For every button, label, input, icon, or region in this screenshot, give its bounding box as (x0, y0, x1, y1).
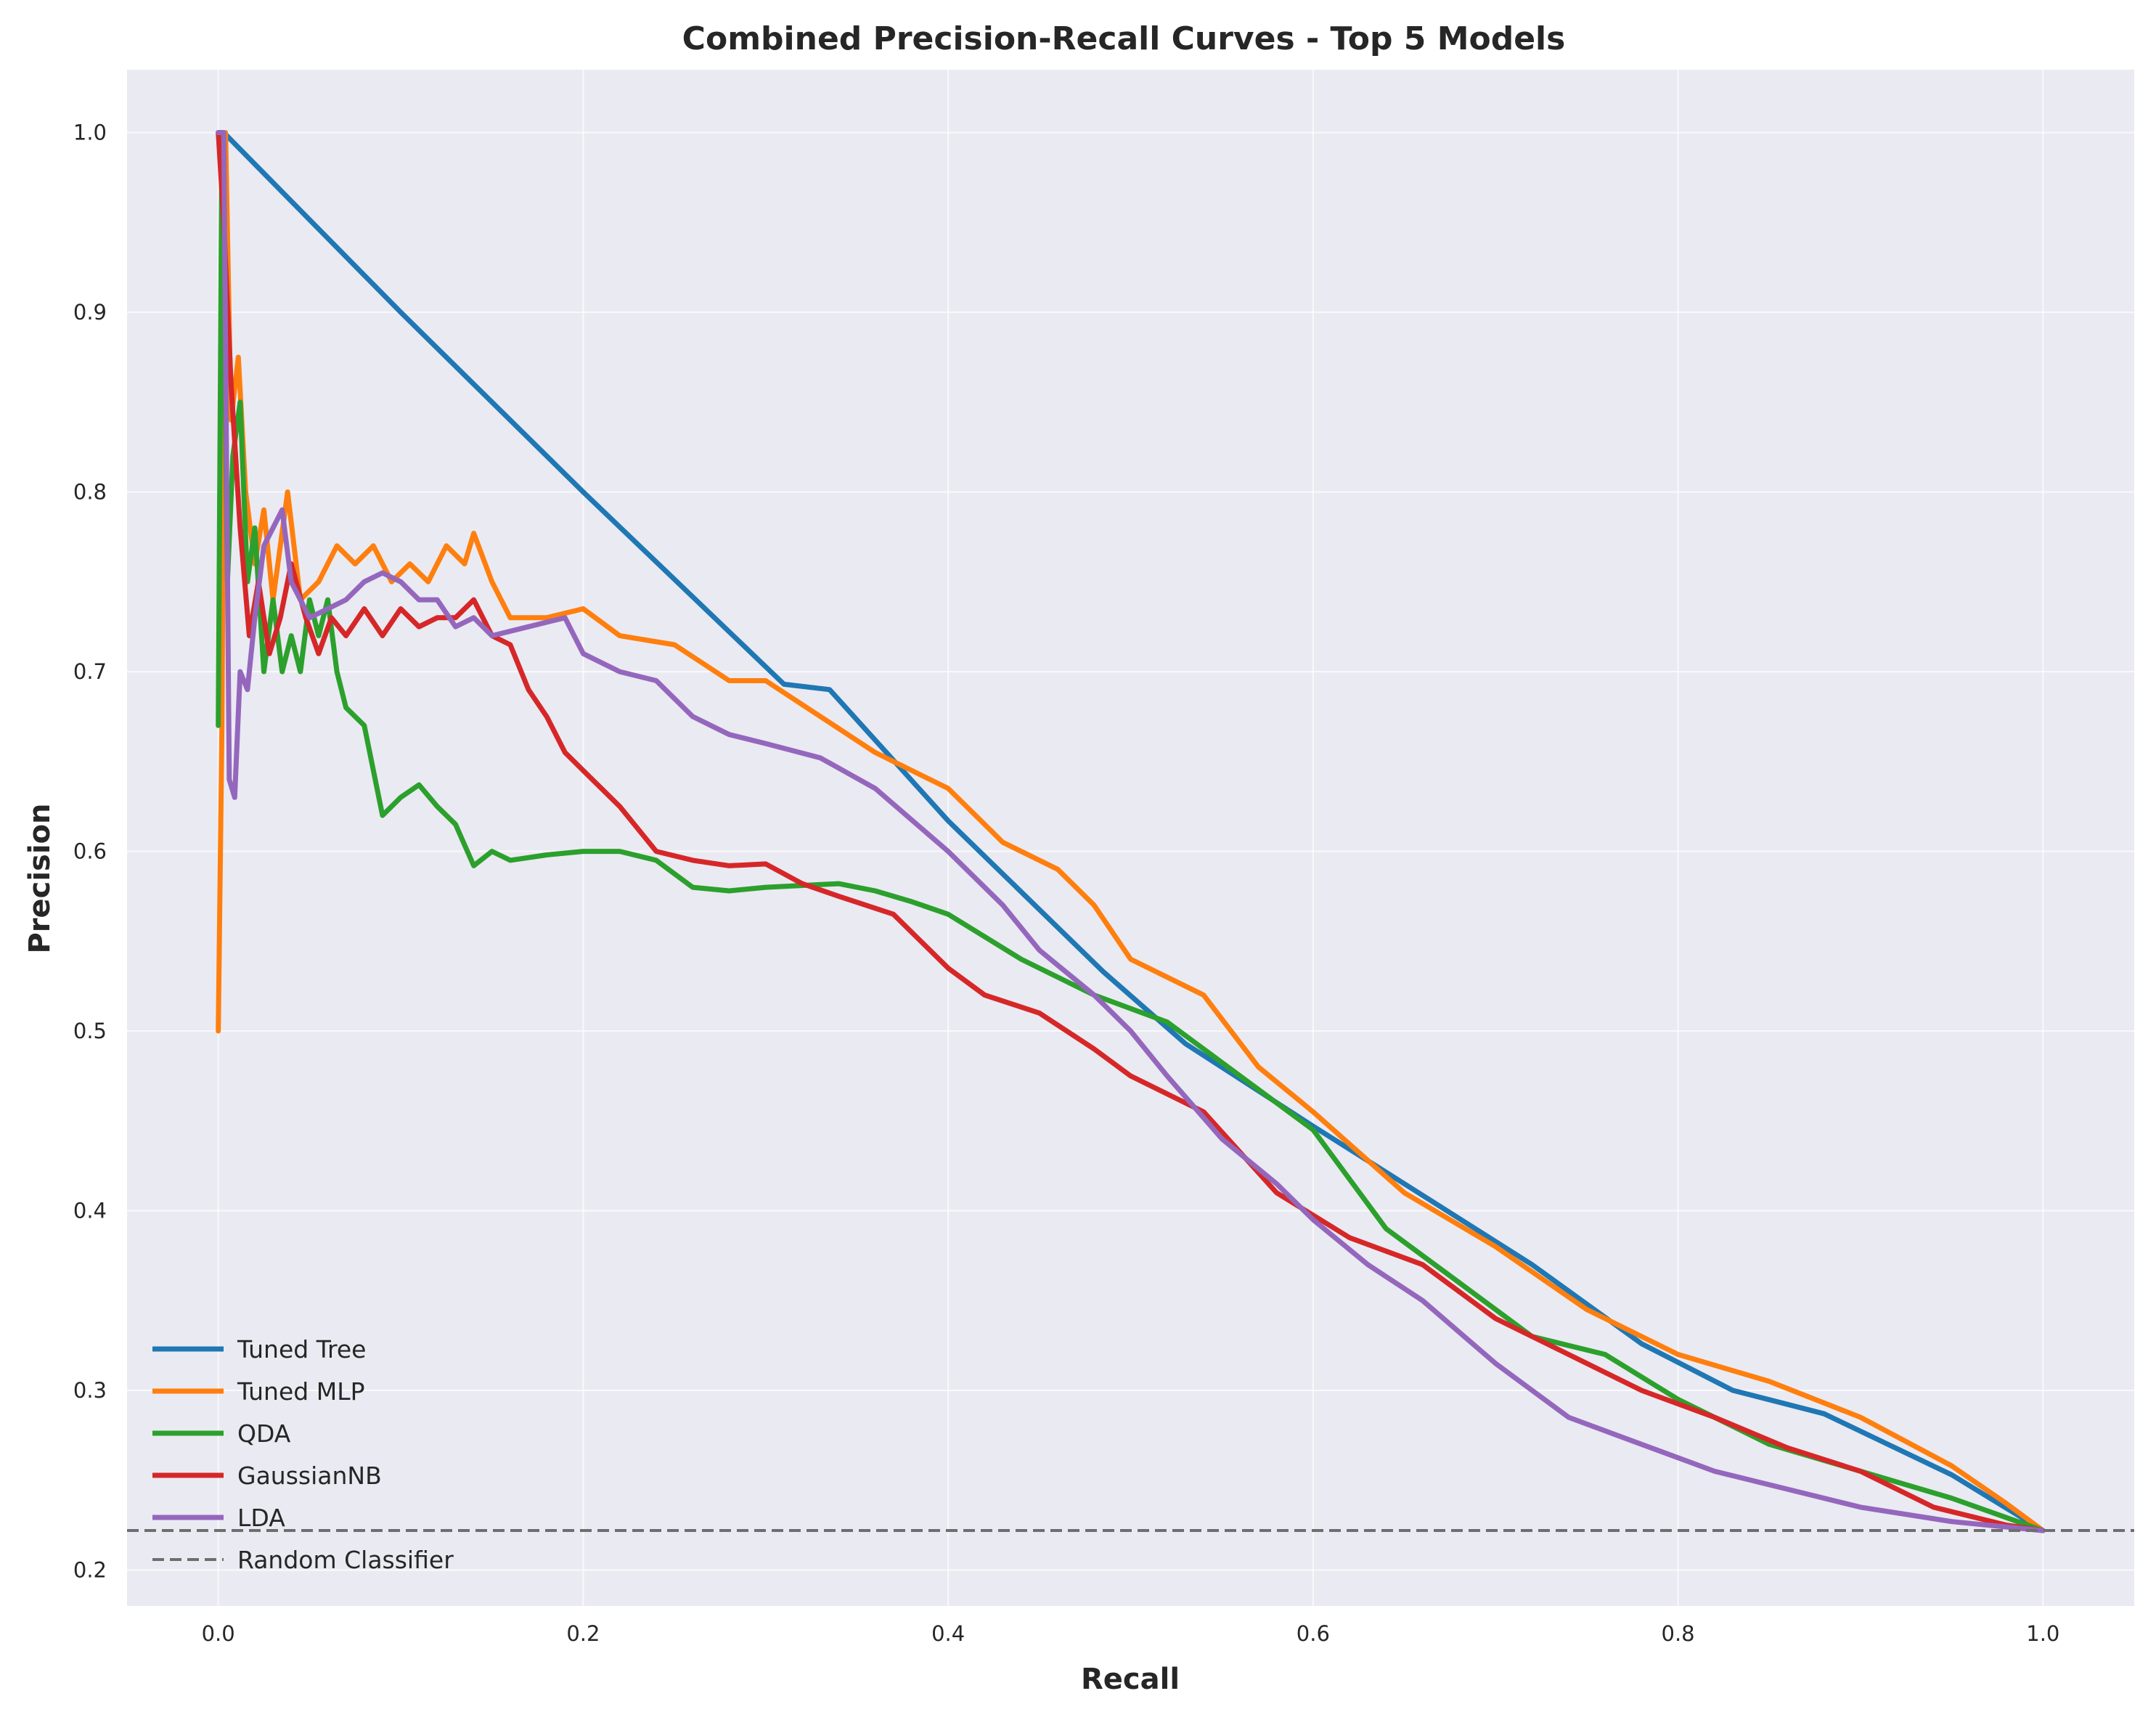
plot-area (127, 70, 2134, 1606)
y-tick-label: 0.7 (73, 659, 107, 684)
y-tick-label: 0.8 (73, 480, 107, 505)
y-tick-labels: 0.2 0.3 0.4 0.5 0.6 0.7 0.8 0.9 1.0 (73, 121, 107, 1583)
x-tick-label: 0.8 (1662, 1621, 1695, 1646)
series-lda-line (216, 130, 2046, 1533)
legend: Tuned Tree Tuned MLP QDA GaussianNB LDA Rando… (152, 1335, 454, 1574)
x-axis-label: Recall (1081, 1663, 1180, 1696)
y-tick-label: 0.2 (73, 1558, 107, 1583)
y-tick-label: 0.4 (73, 1199, 107, 1223)
legend-entry-label: Tuned Tree (237, 1335, 366, 1364)
y-tick-label: 1.0 (73, 121, 107, 145)
y-tick-label: 0.5 (73, 1019, 107, 1043)
x-tick-label: 0.2 (566, 1621, 600, 1646)
chart-title: Combined Precision-Recall Curves - Top 5… (682, 20, 1566, 57)
legend-entry-label: GaussianNB (237, 1462, 382, 1490)
series-tuned-mlp-line (216, 130, 2046, 1533)
series-layer (127, 130, 2134, 1533)
x-tick-label: 0.0 (202, 1621, 235, 1646)
legend-entry-label: Random Classifier (237, 1546, 454, 1574)
y-tick-label: 0.6 (73, 839, 107, 864)
series-tuned-tree-line (216, 130, 2046, 1533)
y-axis-label: Precision (23, 803, 57, 953)
x-tick-labels: 0.0 0.2 0.4 0.6 0.8 1.0 (202, 1621, 2060, 1646)
x-tick-label: 0.6 (1297, 1621, 1330, 1646)
legend-entry-label: Tuned MLP (237, 1377, 364, 1406)
x-tick-label: 0.4 (931, 1621, 965, 1646)
x-tick-label: 1.0 (2026, 1621, 2059, 1646)
legend-entry-label: QDA (237, 1419, 291, 1448)
y-tick-label: 0.3 (73, 1378, 107, 1403)
y-tick-label: 0.9 (73, 300, 107, 325)
legend-entry-label: LDA (237, 1504, 285, 1532)
